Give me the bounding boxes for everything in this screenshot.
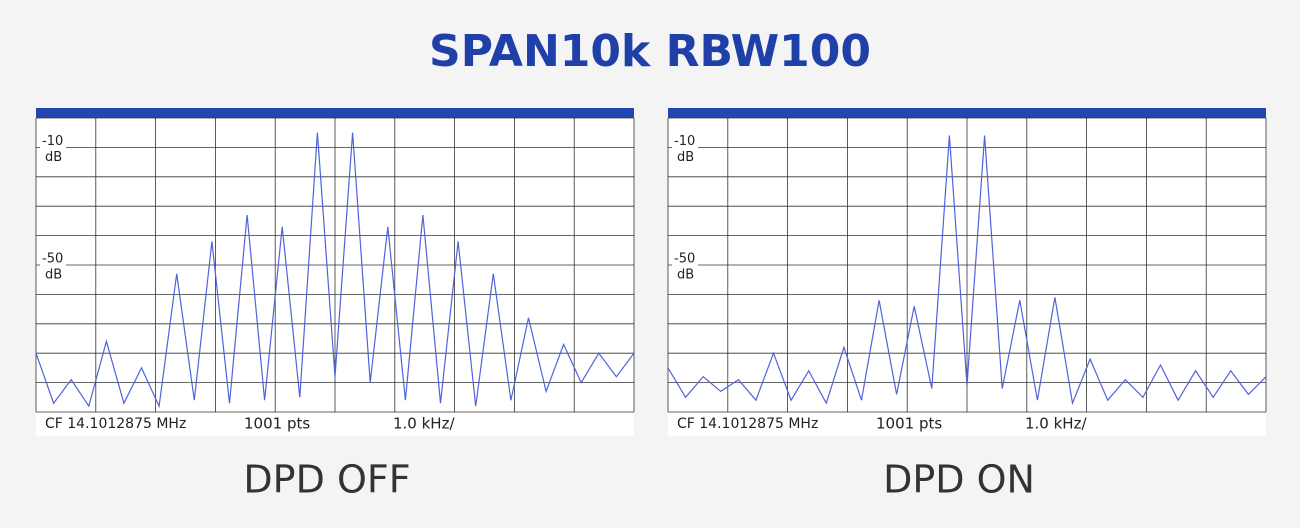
chart-label: DPD ON [883,458,1035,502]
y-tick-label: -10 [674,134,695,149]
y-tick-label: -10 [42,134,63,149]
spectrum-trace [667,135,1267,406]
chart-label: DPD OFF [243,458,410,502]
point-count: 1001 pts [244,415,310,433]
spectrum-trace [35,132,635,409]
plot-header-bar [668,108,1266,118]
y-tick-label: -50 [42,252,63,267]
center-frequency: CF 14.1012875 MHz [677,416,818,432]
horizontal-scale: 1.0 kHz/ [1025,415,1087,433]
y-tick-unit: dB [45,268,62,283]
plot-header-bar [36,108,634,118]
center-frequency: CF 14.1012875 MHz [45,416,186,432]
page-title: SPAN10k RBW100 [429,26,871,77]
point-count: 1001 pts [876,415,942,433]
y-tick-unit: dB [677,150,694,165]
y-tick-unit: dB [677,268,694,283]
y-tick-label: -50 [674,252,695,267]
tick-label-bg [40,253,66,287]
tick-label-bg [672,253,698,287]
horizontal-scale: 1.0 kHz/ [393,415,455,433]
y-tick-unit: dB [45,150,62,165]
tick-label-bg [40,135,66,170]
tick-label-bg [672,135,698,170]
